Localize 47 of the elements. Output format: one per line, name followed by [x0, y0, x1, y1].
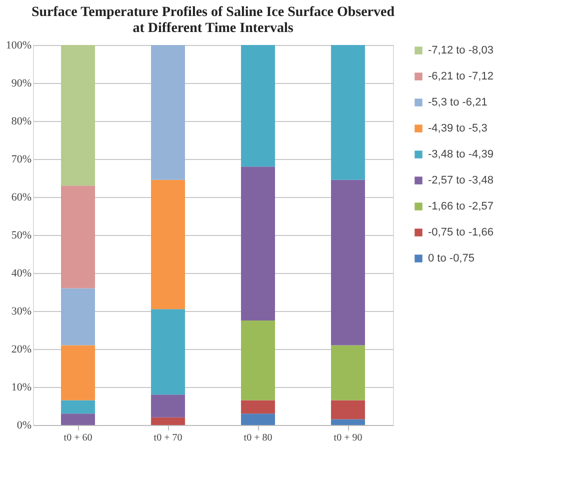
x-tick-label: t0 + 60 [64, 432, 92, 444]
y-tick-label: 20% [11, 344, 32, 356]
bar [61, 400, 95, 414]
bar [61, 288, 95, 346]
text: Surface Temperature Profiles of Saline Ice Surface Observed [31, 5, 395, 20]
text: at Different Time Intervals [132, 21, 294, 36]
y-tick-label: 90% [11, 78, 32, 90]
legend-label: -6,21 to -7,12 [428, 70, 494, 82]
x-tick-label: t0 + 70 [154, 432, 182, 444]
bar [241, 400, 275, 414]
bar [331, 45, 365, 180]
y-tick-label: 0% [16, 420, 32, 432]
bar [241, 414, 275, 425]
legend-label: -5,3 to -6,21 [428, 96, 488, 108]
y-tick-label: 80% [11, 116, 32, 128]
y-tick-label: 60% [11, 192, 32, 204]
bar [151, 417, 185, 425]
bar [331, 345, 365, 400]
bar [61, 45, 95, 186]
x-tick-label: t0 + 90 [334, 432, 362, 444]
bar [331, 400, 365, 420]
bar [241, 45, 275, 167]
bar [61, 186, 95, 288]
y-tick-label: 40% [11, 268, 32, 280]
y-tick-label: 30% [11, 306, 32, 318]
bar [241, 320, 275, 400]
bar [331, 180, 365, 346]
bar [151, 45, 185, 180]
y-tick-label: 10% [11, 382, 32, 394]
bar [151, 309, 185, 395]
y-tick-label: 70% [11, 154, 32, 166]
legend-label: -4,39 to -5,3 [428, 122, 488, 134]
legend-label: -7,12 to -8,03 [428, 44, 494, 56]
bar [241, 166, 275, 320]
bar [151, 180, 185, 310]
y-tick-label: 50% [11, 230, 32, 242]
x-tick-label: t0 + 80 [244, 432, 272, 444]
bar [331, 419, 365, 425]
legend-label: -1,66 to -2,57 [428, 200, 494, 212]
y-tick-label: 100% [6, 40, 32, 52]
legend-label: 0 to -0,75 [428, 252, 474, 264]
bar [61, 345, 95, 400]
legend-label: -3,48 to -4,39 [428, 148, 494, 160]
legend-label: -2,57 to -3,48 [428, 174, 494, 186]
legend-label: -0,75 to -1,66 [428, 226, 494, 238]
bar [61, 414, 95, 425]
bar [151, 394, 185, 418]
